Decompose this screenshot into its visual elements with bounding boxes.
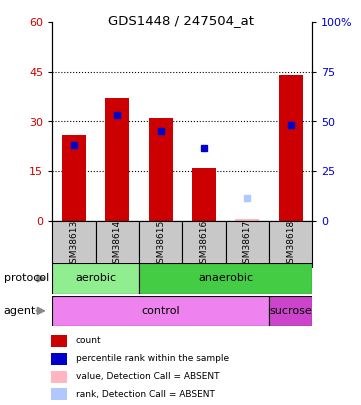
Bar	[279, 75, 303, 221]
Bar	[51, 353, 68, 365]
Text: control: control	[142, 306, 180, 316]
Text: protocol: protocol	[4, 273, 49, 283]
Bar	[51, 371, 68, 383]
Text: sucrose: sucrose	[269, 306, 312, 316]
Text: value, Detection Call = ABSENT: value, Detection Call = ABSENT	[76, 372, 219, 381]
Bar	[226, 221, 269, 267]
Bar	[52, 263, 139, 294]
Bar	[269, 296, 312, 326]
Text: count: count	[76, 337, 101, 345]
Text: GSM38615: GSM38615	[156, 220, 165, 269]
Text: GSM38617: GSM38617	[243, 220, 252, 269]
Bar	[52, 221, 96, 267]
Text: GSM38613: GSM38613	[70, 220, 78, 269]
Bar	[269, 221, 312, 267]
Text: anaerobic: anaerobic	[198, 273, 253, 283]
Bar	[96, 221, 139, 267]
Bar	[51, 388, 68, 401]
Bar	[192, 168, 216, 221]
Bar	[235, 219, 259, 221]
Bar	[105, 98, 129, 221]
Text: agent: agent	[4, 306, 36, 316]
Bar	[182, 221, 226, 267]
Text: rank, Detection Call = ABSENT: rank, Detection Call = ABSENT	[76, 390, 214, 399]
Text: aerobic: aerobic	[75, 273, 116, 283]
Text: GDS1448 / 247504_at: GDS1448 / 247504_at	[108, 14, 253, 27]
Text: GSM38618: GSM38618	[286, 220, 295, 269]
Text: percentile rank within the sample: percentile rank within the sample	[76, 354, 229, 363]
Bar	[139, 221, 182, 267]
Bar	[62, 135, 86, 221]
Bar	[235, 219, 259, 221]
Text: GSM38616: GSM38616	[200, 220, 208, 269]
Bar	[51, 335, 68, 347]
Bar	[52, 296, 269, 326]
Bar	[139, 263, 312, 294]
Bar	[149, 118, 173, 221]
Text: GSM38614: GSM38614	[113, 220, 122, 269]
